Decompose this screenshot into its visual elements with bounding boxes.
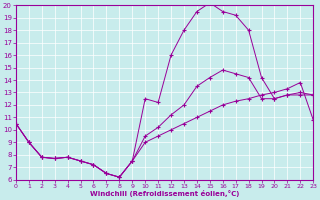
X-axis label: Windchill (Refroidissement éolien,°C): Windchill (Refroidissement éolien,°C) [90,190,239,197]
